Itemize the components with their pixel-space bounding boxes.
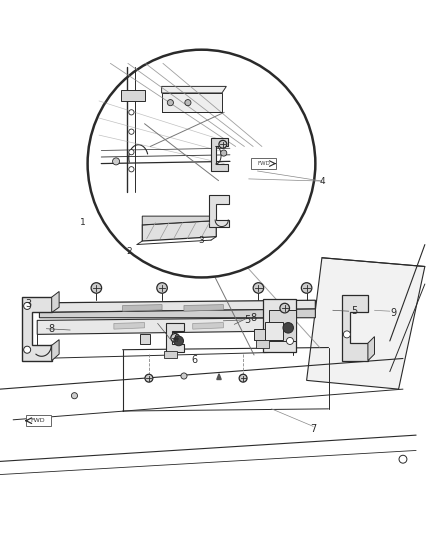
Circle shape — [185, 100, 191, 106]
Circle shape — [88, 50, 315, 278]
Circle shape — [283, 322, 293, 333]
Text: 4: 4 — [319, 176, 325, 185]
Text: 8: 8 — [250, 313, 256, 323]
Circle shape — [239, 374, 247, 382]
Polygon shape — [164, 351, 177, 359]
Circle shape — [24, 302, 31, 310]
Text: 7: 7 — [310, 424, 316, 434]
Circle shape — [145, 374, 153, 382]
Circle shape — [219, 140, 227, 148]
Text: FWD: FWD — [31, 418, 46, 423]
Text: 5: 5 — [351, 306, 357, 316]
Polygon shape — [52, 292, 59, 312]
Circle shape — [24, 346, 31, 353]
Polygon shape — [217, 374, 221, 379]
Polygon shape — [166, 324, 184, 352]
Circle shape — [301, 282, 312, 293]
Circle shape — [91, 282, 102, 293]
Polygon shape — [368, 336, 374, 361]
FancyBboxPatch shape — [251, 158, 276, 169]
Circle shape — [253, 282, 264, 293]
Text: 6: 6 — [192, 355, 198, 365]
Circle shape — [129, 129, 134, 134]
Polygon shape — [269, 310, 296, 341]
Circle shape — [286, 337, 293, 344]
Polygon shape — [184, 304, 223, 311]
Polygon shape — [256, 340, 269, 348]
Polygon shape — [193, 322, 223, 329]
Polygon shape — [39, 309, 315, 318]
Circle shape — [174, 336, 184, 346]
Circle shape — [221, 150, 227, 156]
Circle shape — [157, 282, 167, 293]
FancyBboxPatch shape — [26, 415, 51, 426]
Circle shape — [399, 455, 407, 463]
Circle shape — [343, 331, 350, 338]
Polygon shape — [162, 93, 222, 112]
Text: 5: 5 — [244, 315, 251, 325]
Circle shape — [129, 150, 134, 155]
Polygon shape — [142, 221, 216, 241]
Text: 1: 1 — [80, 218, 86, 227]
Polygon shape — [211, 138, 228, 171]
Circle shape — [129, 110, 134, 115]
Polygon shape — [121, 90, 145, 101]
Circle shape — [71, 393, 78, 399]
Circle shape — [167, 100, 173, 106]
Polygon shape — [52, 340, 59, 361]
Text: 3: 3 — [25, 298, 32, 309]
Polygon shape — [39, 300, 315, 312]
Text: FWD: FWD — [258, 161, 271, 166]
Polygon shape — [37, 318, 293, 334]
Text: 9: 9 — [390, 309, 396, 318]
Circle shape — [113, 158, 120, 165]
Text: 3: 3 — [198, 236, 205, 245]
Polygon shape — [209, 195, 229, 228]
Polygon shape — [114, 322, 145, 329]
Circle shape — [171, 334, 180, 342]
Polygon shape — [22, 297, 52, 361]
Text: 8: 8 — [49, 324, 55, 334]
Polygon shape — [162, 86, 226, 93]
Polygon shape — [265, 322, 283, 340]
Text: 4: 4 — [172, 334, 178, 344]
Polygon shape — [263, 300, 296, 352]
Circle shape — [129, 167, 134, 172]
Polygon shape — [140, 334, 150, 344]
Polygon shape — [254, 329, 265, 340]
Circle shape — [181, 373, 187, 379]
Text: 2: 2 — [127, 247, 132, 256]
Polygon shape — [307, 258, 425, 389]
Circle shape — [280, 303, 290, 313]
Polygon shape — [342, 295, 368, 361]
Polygon shape — [142, 216, 216, 225]
Polygon shape — [123, 304, 162, 311]
